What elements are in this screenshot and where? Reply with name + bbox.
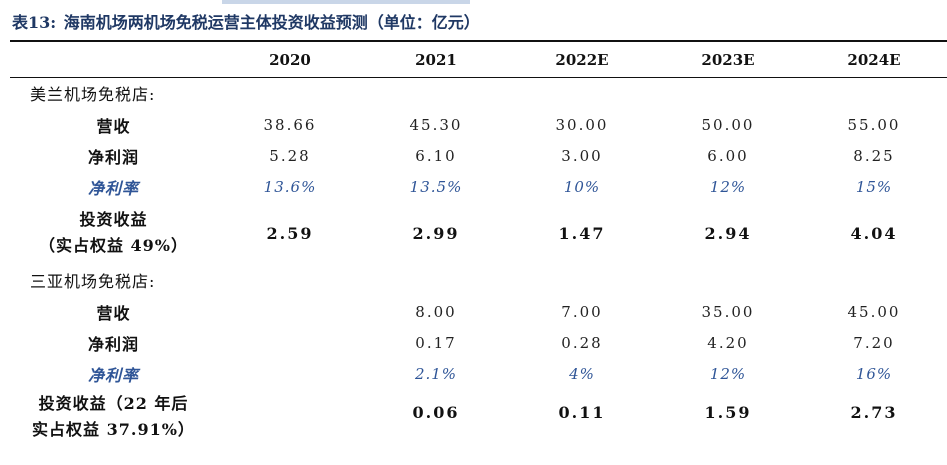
row-label: 营收 xyxy=(96,303,131,323)
column-header: 2021 xyxy=(415,50,457,69)
table-cell: 45.30 xyxy=(409,115,463,134)
row-label: 净利率 xyxy=(87,365,139,385)
table-cell: 4.20 xyxy=(707,333,749,352)
forecast-table: 2020 2021 2022E 2023E 2024E 美兰机场免税店: 营收 … xyxy=(10,42,947,465)
section-title: 三亚机场免税店: xyxy=(30,272,156,291)
section-title: 美兰机场免税店: xyxy=(30,85,156,104)
table-cell: 38.66 xyxy=(263,115,317,134)
top-accent-bar xyxy=(222,0,470,4)
caption-number: 表13: xyxy=(12,13,57,32)
table-row-net-profit: 净利润 5.28 6.10 3.00 6.00 8.25 xyxy=(10,140,947,171)
table-cell: 15% xyxy=(855,177,893,196)
row-label: 投资收益（22 年后 实占权益 37.91%） xyxy=(10,389,217,465)
table-cell: 55.00 xyxy=(847,115,901,134)
row-label: 净利润 xyxy=(87,147,139,167)
row-label-line: 实占权益 37.91%） xyxy=(32,420,195,439)
table-row-net-margin: 净利率 13.6% 13.5% 10% 12% 15% xyxy=(10,171,947,202)
table-row-net-profit: 净利润 0.17 0.28 4.20 7.20 xyxy=(10,327,947,358)
row-label-line: 投资收益 xyxy=(79,210,148,229)
caption-title: 海南机场两机场免税运营主体投资收益预测（单位：亿元） xyxy=(63,13,480,32)
table-cell: 0.28 xyxy=(561,333,603,352)
table-row-net-margin: 净利率 2.1% 4% 12% 16% xyxy=(10,358,947,389)
table-row-investment-income: 投资收益（22 年后 实占权益 37.91%） 0.06 0.11 1.59 2… xyxy=(10,389,947,465)
header-corner xyxy=(10,42,217,77)
table-cell: 8.25 xyxy=(853,146,895,165)
table-cell: 0.11 xyxy=(558,403,606,422)
table-cell: 1.47 xyxy=(558,223,606,243)
table-row-revenue: 营收 38.66 45.30 30.00 50.00 55.00 xyxy=(10,109,947,140)
column-header: 2022E xyxy=(555,50,609,69)
table-cell: 1.59 xyxy=(704,403,752,422)
table-cell xyxy=(217,389,363,465)
table-cell: 50.00 xyxy=(701,115,755,134)
table-cell: 3.00 xyxy=(561,146,603,165)
table-cell: 7.20 xyxy=(853,333,895,352)
table-cell: 12% xyxy=(709,177,747,196)
table-cell: 35.00 xyxy=(701,302,755,321)
table-row-investment-income: 投资收益 （实占权益 49%） 2.59 2.99 1.47 2.94 4.04 xyxy=(10,202,947,264)
table-cell xyxy=(217,358,363,389)
table-cell: 45.00 xyxy=(847,302,901,321)
row-label-line: （实占权益 49%） xyxy=(38,236,189,255)
table-cell: 6.10 xyxy=(415,146,457,165)
table-caption: 表13: 海南机场两机场免税运营主体投资收益预测（单位：亿元） xyxy=(12,10,480,36)
column-header: 2024E xyxy=(847,50,901,69)
table-cell: 30.00 xyxy=(555,115,609,134)
table-row-revenue: 营收 8.00 7.00 35.00 45.00 xyxy=(10,296,947,327)
row-label: 投资收益 （实占权益 49%） xyxy=(10,202,217,264)
table-cell: 2.99 xyxy=(412,223,460,243)
column-header: 2023E xyxy=(701,50,755,69)
table-cell: 0.06 xyxy=(412,403,460,422)
row-label-line: 投资收益（22 年后 xyxy=(38,394,189,413)
table-top-rule xyxy=(10,40,947,42)
table-cell xyxy=(217,327,363,358)
table-cell: 13.5% xyxy=(409,177,463,196)
section-row-meilan: 美兰机场免税店: xyxy=(10,77,947,109)
table-cell: 4.04 xyxy=(850,223,898,243)
table-cell: 7.00 xyxy=(561,302,603,321)
table-cell: 2.1% xyxy=(414,364,458,383)
table-cell: 12% xyxy=(709,364,747,383)
column-header: 2020 xyxy=(269,50,311,69)
header-divider-rule xyxy=(10,77,947,78)
table-cell: 8.00 xyxy=(415,302,457,321)
table-cell: 2.94 xyxy=(704,223,752,243)
table-cell: 6.00 xyxy=(707,146,749,165)
table-cell: 2.59 xyxy=(266,223,314,243)
row-label: 净利率 xyxy=(87,178,139,198)
table-cell: 4% xyxy=(569,364,595,383)
row-label: 营收 xyxy=(96,116,131,136)
table-cell: 10% xyxy=(563,177,601,196)
table-cell xyxy=(217,296,363,327)
header-row: 2020 2021 2022E 2023E 2024E xyxy=(10,42,947,77)
table-cell: 5.28 xyxy=(269,146,311,165)
section-row-sanya: 三亚机场免税店: xyxy=(10,264,947,296)
table-cell: 13.6% xyxy=(263,177,317,196)
row-label: 净利润 xyxy=(87,334,139,354)
table-cell: 16% xyxy=(855,364,893,383)
table-cell: 2.73 xyxy=(850,403,898,422)
table-cell: 0.17 xyxy=(415,333,457,352)
